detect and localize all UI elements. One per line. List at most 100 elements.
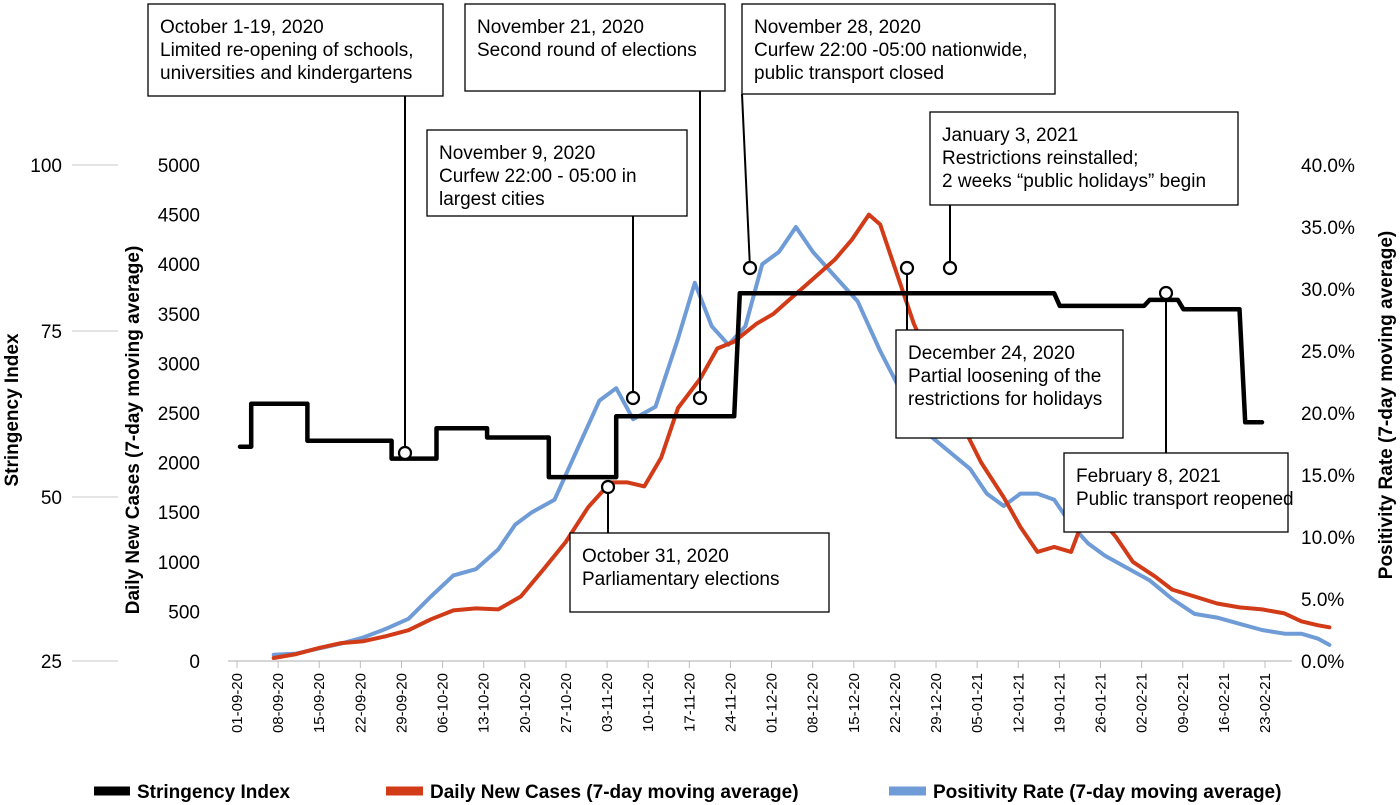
legend-item-stringency: Stringency Index [94,782,291,803]
annotation-box [147,3,444,97]
x-tick-group: 01-09-20 08-09-20 15-09-20 22-09-20 29-09-20… [229,661,1274,733]
annotation-text: November 9, 2020 [439,143,595,164]
annotation-box [464,3,726,92]
annotation-text: January 3, 2021 [942,125,1078,146]
x-tick-label: 15-12-20 [846,673,863,733]
annotation-text: restrictions for holidays [908,389,1102,410]
annotation-text: Partial loosening of the [908,366,1101,387]
x-tick-label: 10-11-20 [640,673,657,732]
annotation-box [895,329,1124,439]
positivity-tick-label: 20.0% [1301,404,1355,425]
annotation-marker [742,260,758,276]
positivity-tick-label: 30.0% [1301,280,1355,301]
positivity-tick-label: 5.0% [1301,590,1344,611]
cases-tick-label: 4500 [158,206,200,227]
legend-item-cases: Daily New Cases (7-day moving average) [386,782,799,803]
legend-label-stringency: Stringency Index [137,782,291,803]
x-tick-label: 27-10-20 [558,673,575,733]
x-tick-label: 22-09-20 [352,673,369,733]
stringency-axis-title: Stringency Index [2,333,23,487]
x-tick-label: 13-10-20 [476,673,493,733]
x-tick-label: 29-09-20 [393,673,410,733]
annotation-box [741,3,1056,95]
annotation-marker [942,260,958,276]
annotation-marker [600,479,616,495]
positivity-tick-label: 25.0% [1301,342,1355,363]
x-tick-label: 08-09-20 [270,673,287,733]
cases-tick-label: 2000 [158,454,200,475]
cases-tick-label: 1500 [158,503,200,524]
annotation-text: November 21, 2020 [477,17,644,38]
annotation-marker [625,390,641,406]
annotation-text: Curfew 22:00 - 05:00 in [439,166,637,187]
cases-tick-label: 5000 [158,156,200,177]
positivity-rate-line [271,225,1332,657]
annotation-box [1063,452,1289,533]
cases-axis: Daily New Cases (7-day moving average) [123,246,144,615]
positivity-axis-title: Positivity Rate (7-day moving average) [1376,231,1397,579]
annotation-text: Curfew 22:00 -05:00 nationwide, [754,40,1028,61]
x-tick-label: 29-12-20 [928,673,945,733]
stringency-tick-label: 75 [41,322,62,343]
annotation-text: Restrictions reinstalled; [942,148,1138,169]
annotation-text: 2 weeks “public holidays” begin [942,171,1206,192]
positivity-tick-group: 40.0% 35.0% 30.0% 25.0% 20.0% 15.0% 10.0% 5.0% 0… [1301,156,1355,673]
annotation-marker [692,390,708,406]
positivity-tick-label: 35.0% [1301,218,1355,239]
x-tick-label: 02-02-21 [1134,673,1151,733]
cases-tick-label: 500 [168,602,200,623]
daily-cases-line [271,212,1332,660]
cases-tick-label: 3000 [158,354,200,375]
x-tick-label: 06-10-20 [435,673,452,733]
legend-label-positivity: Positivity Rate (7-day moving average) [933,782,1281,803]
series-layer [237,212,1332,660]
positivity-tick-label: 10.0% [1301,528,1355,549]
annotation-text: October 31, 2020 [582,546,729,567]
x-tick-label: 12-01-21 [1010,673,1027,733]
legend: Stringency Index Daily New Cases (7-day … [94,782,1281,803]
x-tick-label: 15-09-20 [311,673,328,733]
positivity-tick-label: 40.0% [1301,156,1355,177]
annotation-text: Public transport reopened [1076,489,1294,510]
cases-axis-title: Daily New Cases (7-day moving average) [123,246,144,615]
cases-tick-label: 4000 [158,255,200,276]
legend-label-cases: Daily New Cases (7-day moving average) [430,782,799,803]
annotation-box [426,129,688,217]
annotation-marker [1158,285,1174,301]
cases-tick-label: 0 [189,652,200,673]
annotation-box [929,111,1239,206]
x-tick-label: 22-12-20 [887,673,904,733]
x-tick-label: 09-02-21 [1175,673,1192,733]
annotation-text: Parliamentary elections [582,569,779,590]
annotation-text: November 28, 2020 [754,17,921,38]
stringency-tick-label: 50 [41,488,62,509]
cases-tick-label: 2500 [158,404,200,425]
stringency-tick-label: 100 [30,156,62,177]
x-tick-label: 20-10-20 [517,673,534,733]
x-tick-label: 01-09-20 [229,673,246,733]
x-tick-label: 23-02-21 [1257,673,1274,733]
x-tick-label: 24-11-20 [722,673,739,732]
annotation-text: largest cities [439,189,545,210]
x-tick-label: 17-11-20 [681,673,698,732]
annotation-marker [397,445,413,461]
positivity-tick-label: 0.0% [1301,652,1344,673]
annotation-leader-line [741,93,751,269]
annotation-text: universities and kindergartens [160,63,412,84]
cases-tick-label: 1000 [158,553,200,574]
x-tick-label: 16-02-21 [1216,673,1233,733]
x-tick-label: 19-01-21 [1051,673,1068,733]
x-tick-label: 03-11-20 [599,673,616,732]
x-tick-label: 26-01-21 [1093,673,1110,733]
stringency-index-line [237,291,1265,480]
